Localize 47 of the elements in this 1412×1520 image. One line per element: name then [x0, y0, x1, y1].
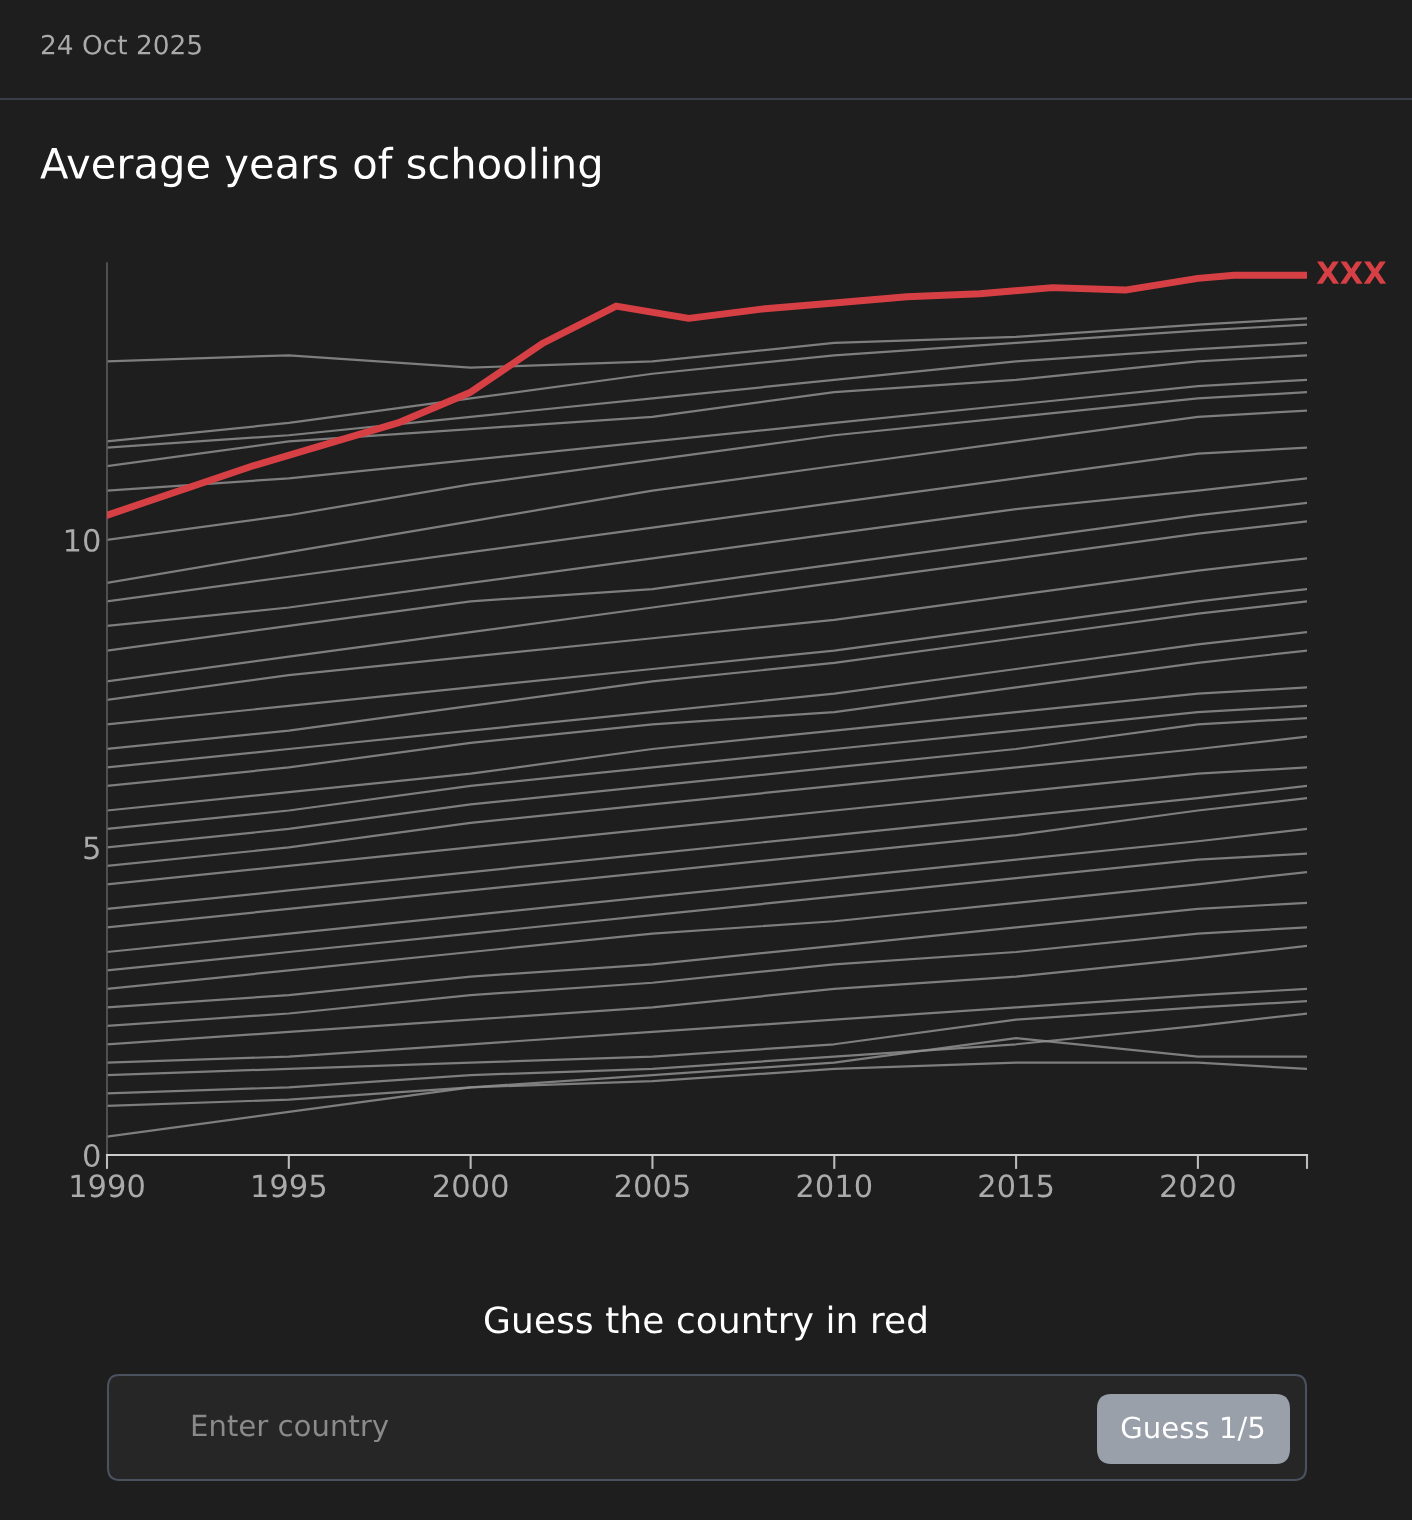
- line-series: [107, 766, 1307, 886]
- x-tick-label: 1990: [71, 1174, 144, 1198]
- line-series: [107, 704, 1307, 831]
- y-tick-label: 5: [84, 836, 99, 860]
- line-series: [107, 391, 1307, 541]
- line-series: [107, 987, 1307, 1064]
- text: Guess 1/5: [1121, 1416, 1264, 1441]
- line-series: [107, 784, 1307, 911]
- line-series: [107, 944, 1307, 1046]
- line-series: [107, 341, 1307, 449]
- line-series: [107, 587, 1307, 726]
- line-series: [107, 870, 1307, 991]
- line-series: [107, 354, 1307, 468]
- line-series: [107, 317, 1307, 369]
- line-series: [107, 501, 1307, 652]
- text: Enter country: [192, 1414, 389, 1443]
- line-series: [107, 735, 1307, 867]
- line-series: [107, 600, 1307, 751]
- line-series: [107, 557, 1307, 701]
- line-series: [107, 649, 1307, 788]
- line-series: [107, 827, 1307, 954]
- line-series: [107, 446, 1307, 603]
- x-tick-label: 2020: [1161, 1174, 1235, 1198]
- line-series: [107, 686, 1307, 812]
- line-series: [107, 409, 1307, 584]
- line-series: [107, 323, 1307, 443]
- x-tick-label: 1995: [253, 1174, 326, 1198]
- text: Guess the country in red: [484, 1305, 926, 1341]
- chart-title: Average years of schooling: [40, 146, 600, 188]
- series-label: XXX: [1316, 261, 1387, 284]
- x-tick-label: 2005: [615, 1174, 689, 1198]
- y-tick-label: 10: [65, 528, 100, 552]
- line-series: [107, 901, 1307, 1009]
- x-tick-label: 2010: [797, 1174, 872, 1198]
- y-tick-label: 0: [84, 1143, 100, 1168]
- line-series: [107, 797, 1307, 929]
- line-series: [107, 717, 1307, 849]
- line-series: [107, 926, 1307, 1027]
- x-tick-label: 2000: [433, 1174, 508, 1198]
- line-series: [107, 520, 1307, 683]
- text: 24 Oct 2025: [41, 34, 201, 55]
- x-tick-label: 2015: [979, 1174, 1053, 1198]
- line-series: [107, 477, 1307, 628]
- line-series: [107, 630, 1307, 769]
- line-series: [107, 852, 1307, 972]
- line-series: [107, 1000, 1307, 1077]
- line-series: [107, 378, 1307, 492]
